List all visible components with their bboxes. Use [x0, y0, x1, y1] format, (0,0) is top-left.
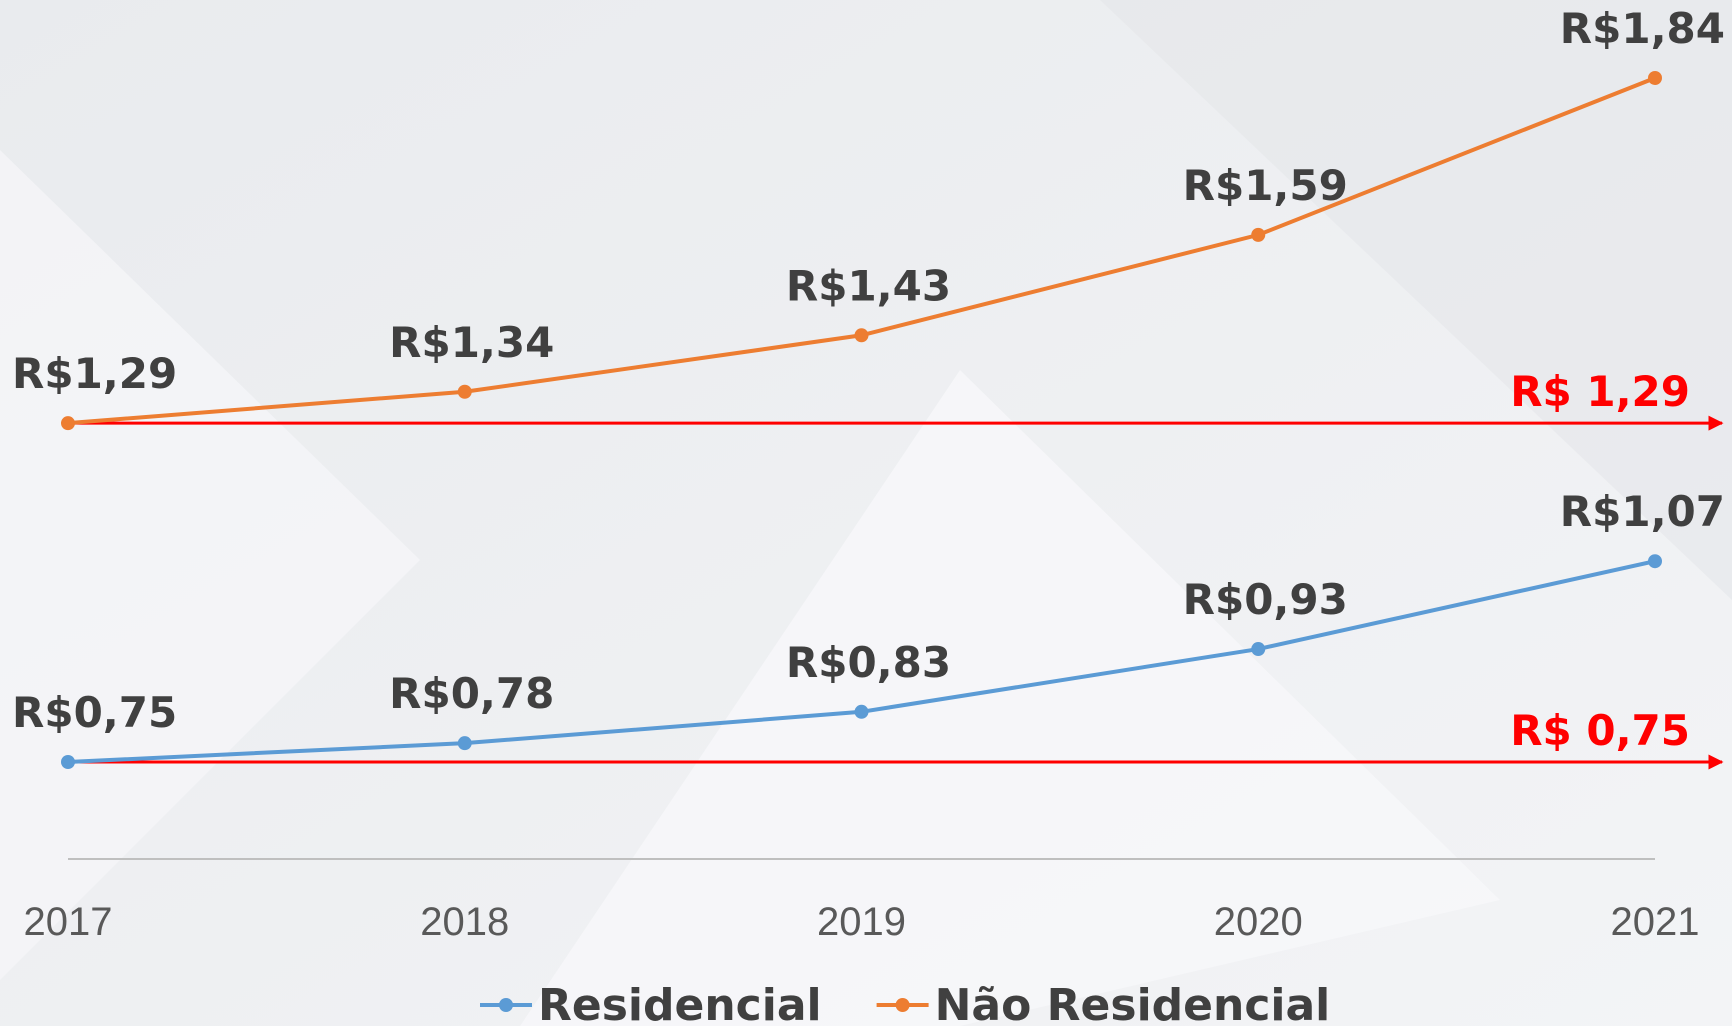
data-label: R$1,29: [12, 349, 177, 398]
x-tick-label: 2021: [1611, 900, 1700, 944]
x-tick-label: 2019: [817, 900, 906, 944]
data-label: R$0,75: [12, 688, 177, 737]
data-label: R$0,83: [786, 638, 951, 687]
bg-shape: [520, 370, 1500, 1026]
data-label: R$1,59: [1183, 161, 1348, 210]
bg-shape: [1100, 0, 1732, 600]
point: [854, 328, 869, 343]
point: [61, 416, 75, 431]
point: [1251, 642, 1266, 657]
annotation: R$ 0,75: [1510, 706, 1690, 755]
data-label: R$1,07: [1560, 487, 1725, 536]
legend-label: Residencial: [538, 980, 822, 1026]
point: [457, 384, 472, 399]
point: [854, 704, 869, 719]
data-label: R$1,34: [389, 318, 554, 367]
point: [1251, 227, 1266, 242]
plot: 2017 2018 2019 2020 2021 R$ 1,29 R$ 0,75 R$0,75…: [12, 4, 1725, 1026]
data-label: R$0,93: [1183, 575, 1348, 624]
x-tick-label: 2018: [420, 900, 509, 944]
point: [61, 755, 75, 769]
data-label: R$0,78: [389, 669, 554, 718]
point: [457, 736, 472, 751]
point: [1648, 554, 1662, 569]
x-tick-label: 2017: [24, 900, 113, 944]
annotation: R$ 1,29: [1510, 367, 1690, 416]
legend-marker: [895, 998, 910, 1012]
bg-shape: [0, 150, 420, 980]
legend-marker: [499, 998, 513, 1012]
point: [1648, 71, 1662, 85]
x-tick-label: 2020: [1214, 900, 1303, 944]
legend-label: Não Residencial: [935, 980, 1331, 1026]
data-label: R$1,43: [786, 261, 951, 310]
data-label: R$1,84: [1560, 4, 1725, 53]
